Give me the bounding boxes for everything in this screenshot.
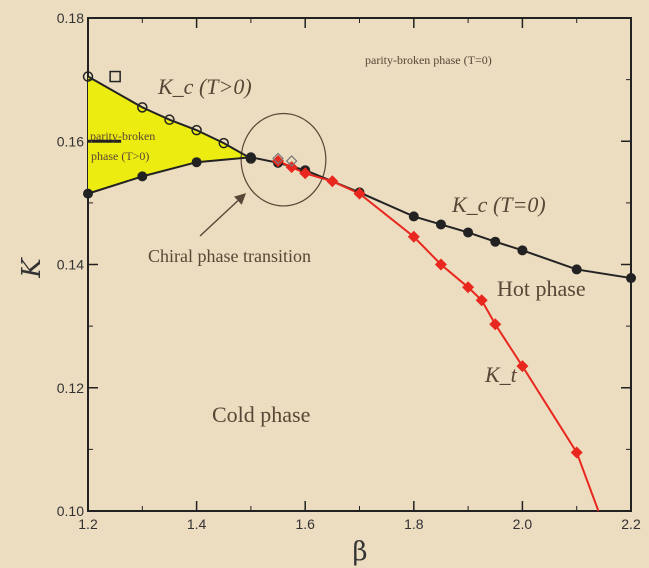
y-tick-label-4: 0.18 (57, 10, 84, 26)
point-kc-T0-0 (83, 188, 93, 199)
tick-layer: 1.2 1.4 1.6 1.8 2.0 2.2 0.10 0.12 0.14 0.16 0.18 (57, 10, 641, 532)
point-kc-Tpos-1 (137, 102, 148, 113)
annotation-cold-phase: Cold phase (212, 402, 310, 427)
shaded-region-layer (88, 76, 251, 194)
point-kt-8 (475, 294, 488, 307)
y-tick-label-2: 0.14 (57, 257, 84, 273)
point-kt-3 (326, 175, 339, 188)
annotation-parity-broken-left-line2: phase (T>0) (91, 149, 149, 163)
x-tick-label-0: 1.2 (78, 516, 98, 532)
annotation-hot-phase: Hot phase (497, 276, 586, 301)
extra-point-diamond-3 (285, 155, 298, 167)
x-tick-label-3: 1.8 (404, 516, 424, 532)
annotation-parity-broken-T0: parity-broken phase (T=0) (365, 53, 492, 67)
point-kt-4 (353, 187, 366, 200)
extra-point-square-0 (109, 70, 121, 83)
x-tick-label-2: 1.6 (295, 516, 315, 532)
point-kt-1 (285, 161, 298, 174)
chiral-transition-circle (240, 112, 327, 207)
marker-layer (82, 70, 636, 459)
point-kt-11 (570, 446, 583, 459)
point-kt-5 (407, 230, 420, 243)
point-kc-T0-12 (571, 264, 582, 275)
point-kt-7 (462, 281, 475, 294)
y-tick-label-0: 0.10 (57, 503, 84, 519)
point-kc-T0-9 (463, 227, 474, 238)
point-kc-T0-13 (626, 273, 636, 284)
point-kt-2 (299, 167, 312, 180)
label-kt: K_t (484, 362, 518, 387)
parity-broken-region (88, 76, 251, 194)
point-kt-0 (272, 154, 285, 167)
x-tick-label-1: 1.4 (187, 516, 207, 532)
point-kt-6 (434, 258, 447, 271)
x-tick-label-5: 2.2 (621, 516, 641, 532)
point-kc-T0-11 (517, 245, 528, 256)
chiral-arrow (199, 193, 247, 237)
label-kc-T-zero: K_c (T=0) (451, 192, 546, 217)
point-kc-T0-7 (408, 211, 419, 222)
label-kc-T-positive: K_c (T>0) (157, 74, 252, 99)
point-kc-Tpos-3 (191, 124, 202, 136)
point-kt-10 (516, 360, 529, 373)
point-kt-9 (489, 318, 502, 331)
point-kc-Tpos-0 (82, 71, 94, 82)
annotation-chiral-transition: Chiral phase transition (148, 246, 311, 266)
point-kc-Tpos-2 (164, 114, 175, 125)
point-kc-Tpos-5 (245, 153, 257, 164)
point-kc-T0-1 (137, 171, 148, 182)
y-tick-label-3: 0.16 (57, 133, 84, 149)
y-tick-label-1: 0.12 (57, 380, 84, 396)
y-axis-label: K (17, 257, 47, 279)
point-kc-T0-8 (435, 219, 446, 230)
series-line-kt (277, 160, 600, 512)
point-kc-T0-2 (191, 157, 202, 168)
x-tick-label-4: 2.0 (513, 516, 533, 532)
point-kc-Tpos-4 (218, 137, 229, 149)
extra-point-diamond-2 (272, 152, 284, 165)
x-axis-label: β (352, 537, 367, 567)
circle-layer (240, 112, 327, 207)
point-kc-T0-10 (490, 236, 501, 247)
annotation-parity-broken-left-line1: parity-broken (90, 129, 155, 143)
